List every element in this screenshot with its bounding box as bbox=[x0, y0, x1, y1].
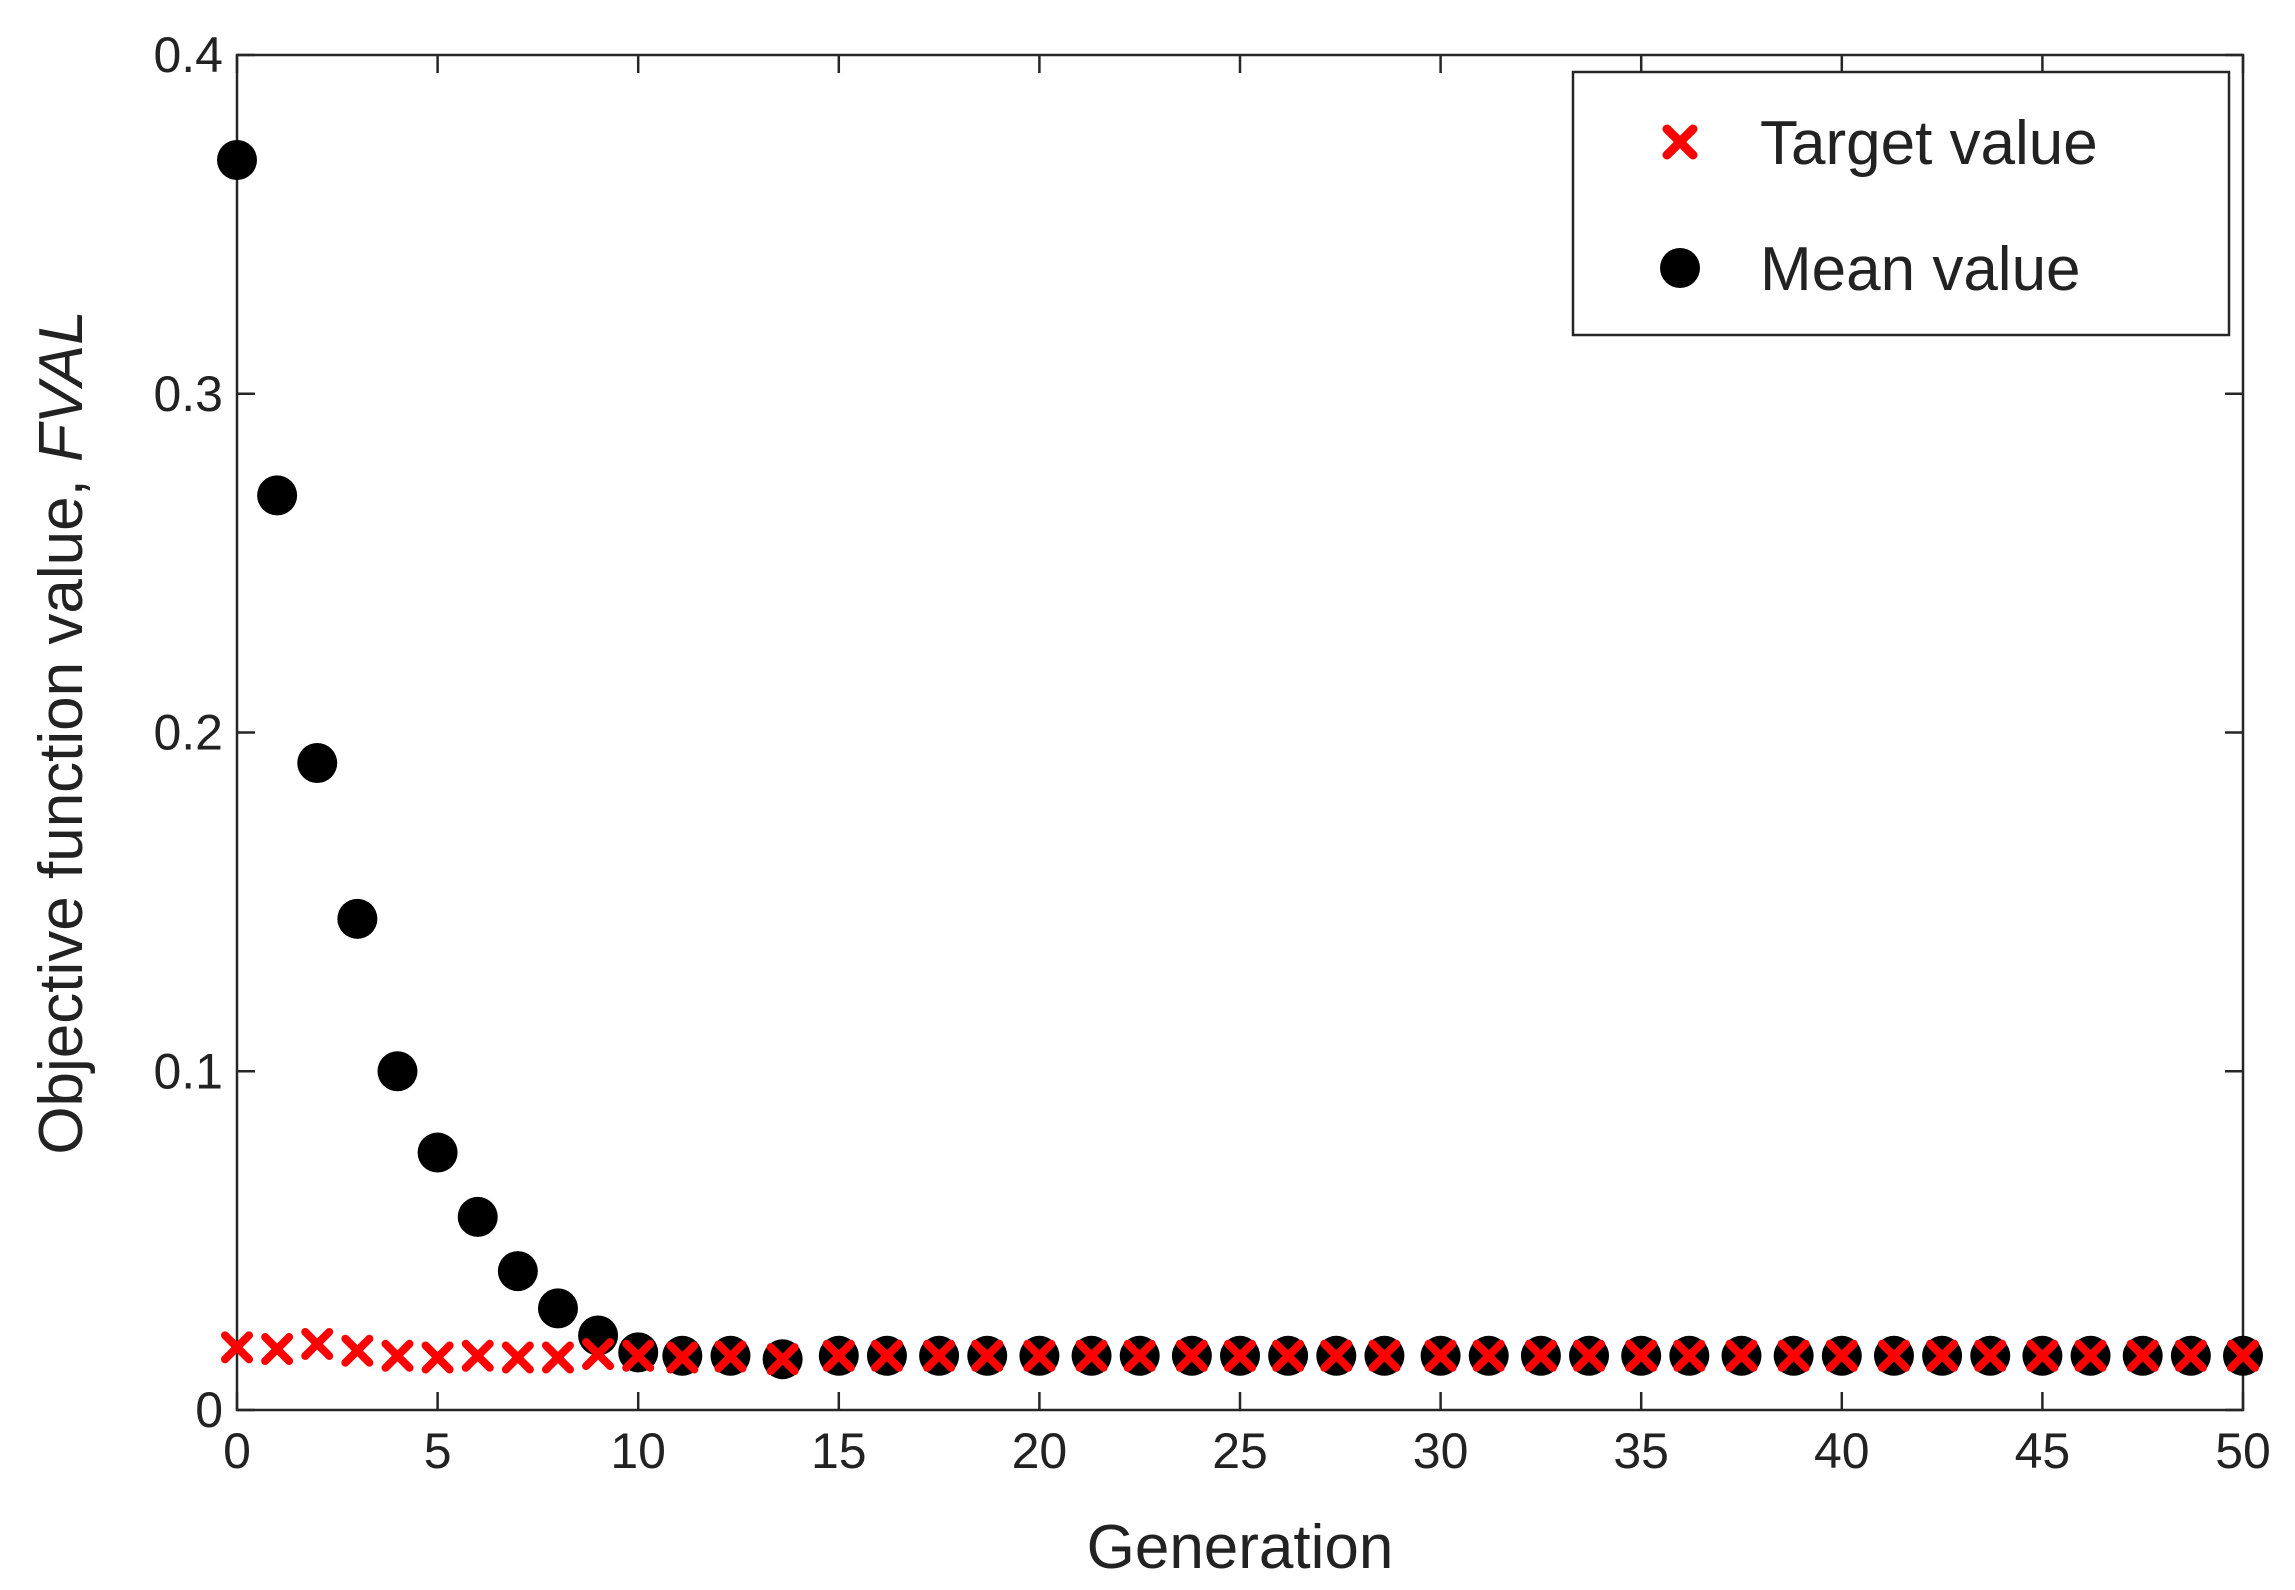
target-value-point bbox=[1272, 1339, 1305, 1372]
mean-value-point bbox=[537, 1288, 578, 1329]
target-value-point bbox=[541, 1341, 574, 1374]
target-value-point bbox=[2227, 1339, 2259, 1372]
mean-value-point bbox=[457, 1196, 498, 1237]
target-value-point bbox=[1573, 1339, 1606, 1372]
mean-value-point bbox=[337, 898, 378, 939]
x-tick-label: 20 bbox=[1012, 1423, 1068, 1479]
target-value-point bbox=[1123, 1339, 1156, 1372]
target-value-point bbox=[923, 1339, 956, 1372]
y-axis-title-prefix: Objective function value, bbox=[27, 462, 96, 1155]
legend-entry-mean: Mean value bbox=[1660, 235, 2081, 304]
y-tick-label: 0.1 bbox=[153, 1043, 223, 1099]
y-tick-label: 0.3 bbox=[153, 366, 223, 422]
target-value-point bbox=[1424, 1339, 1457, 1372]
x-tick-label: 0 bbox=[223, 1423, 251, 1479]
mean-value-point bbox=[297, 742, 338, 783]
target-value-point bbox=[1224, 1339, 1256, 1372]
target-value-point bbox=[870, 1339, 903, 1372]
target-value-point bbox=[501, 1341, 534, 1374]
target-value-point bbox=[1673, 1339, 1706, 1372]
legend-label-mean: Mean value bbox=[1760, 235, 2081, 304]
y-tick-label: 0.4 bbox=[153, 27, 223, 83]
mean-value-point bbox=[497, 1251, 538, 1292]
x-tick-label: 50 bbox=[2215, 1423, 2271, 1479]
target-value-point bbox=[714, 1340, 747, 1373]
x-axis-title: Generation bbox=[1087, 1513, 1394, 1582]
mean-value-point bbox=[377, 1051, 418, 1092]
y-axis-title-italic: FVAL bbox=[27, 310, 96, 462]
target-value-point bbox=[622, 1339, 655, 1372]
target-value-point bbox=[261, 1333, 294, 1366]
mean-value-point bbox=[217, 140, 257, 181]
y-tick-label: 0 bbox=[195, 1382, 223, 1438]
legend: Target value Mean value bbox=[1571, 70, 2231, 337]
target-value-point bbox=[1877, 1339, 1910, 1372]
target-value-point bbox=[421, 1341, 454, 1374]
y-axis-title: Objective function value, FVAL bbox=[27, 310, 96, 1154]
target-value-point bbox=[1075, 1339, 1108, 1372]
x-tick-label: 25 bbox=[1212, 1423, 1268, 1479]
target-value-point bbox=[1625, 1339, 1658, 1372]
mean-value-point bbox=[257, 475, 298, 516]
target-value-point bbox=[2174, 1339, 2207, 1372]
target-value-point bbox=[2074, 1339, 2107, 1372]
x-tick-label: 10 bbox=[610, 1423, 666, 1479]
x-tick-label: 5 bbox=[424, 1423, 452, 1479]
target-value-point bbox=[822, 1339, 855, 1372]
x-tick-label: 30 bbox=[1413, 1423, 1469, 1479]
target-value-point bbox=[461, 1339, 494, 1372]
target-value-point bbox=[221, 1331, 253, 1364]
target-value-point bbox=[582, 1338, 615, 1371]
target-value-point bbox=[2126, 1339, 2159, 1372]
target-value-point bbox=[381, 1339, 414, 1372]
y-tick-label: 0.2 bbox=[153, 705, 223, 761]
target-value-point bbox=[1524, 1339, 1557, 1372]
target-value-point bbox=[1320, 1339, 1353, 1372]
target-value-point bbox=[1825, 1339, 1858, 1372]
mean-value-point bbox=[417, 1132, 458, 1173]
target-value-point bbox=[1023, 1339, 1056, 1372]
legend-box bbox=[1571, 70, 2231, 337]
target-value-point bbox=[1777, 1339, 1810, 1372]
axis-ticks: 0 5 10 15 20 25 30 35 40 45 50 0 0.1 0.2 0.3 0.4 bbox=[153, 27, 2270, 1479]
x-tick-label: 45 bbox=[2015, 1423, 2071, 1479]
target-value-point bbox=[666, 1341, 699, 1374]
target-value-point bbox=[971, 1339, 1004, 1372]
x-tick-label: 40 bbox=[1814, 1423, 1870, 1479]
target-value-point bbox=[1368, 1339, 1401, 1372]
legend-label-target: Target value bbox=[1760, 109, 2098, 178]
target-value-point bbox=[766, 1343, 799, 1376]
x-tick-label: 35 bbox=[1613, 1423, 1669, 1479]
target-value-point bbox=[1175, 1339, 1208, 1372]
legend-x-marker-icon bbox=[1662, 124, 1698, 160]
x-tick-label: 15 bbox=[811, 1423, 867, 1479]
legend-circle-marker-icon bbox=[1660, 248, 1700, 288]
target-value-point bbox=[2026, 1339, 2059, 1372]
target-value-point bbox=[1926, 1339, 1959, 1372]
target-value-point bbox=[1974, 1339, 2007, 1372]
legend-entry-target: Target value bbox=[1662, 109, 2098, 178]
target-value-point bbox=[301, 1327, 334, 1360]
series-layer bbox=[217, 140, 2263, 1380]
target-value-point bbox=[1725, 1339, 1758, 1372]
target-value-point bbox=[341, 1334, 374, 1367]
target-value-point bbox=[1472, 1339, 1505, 1372]
